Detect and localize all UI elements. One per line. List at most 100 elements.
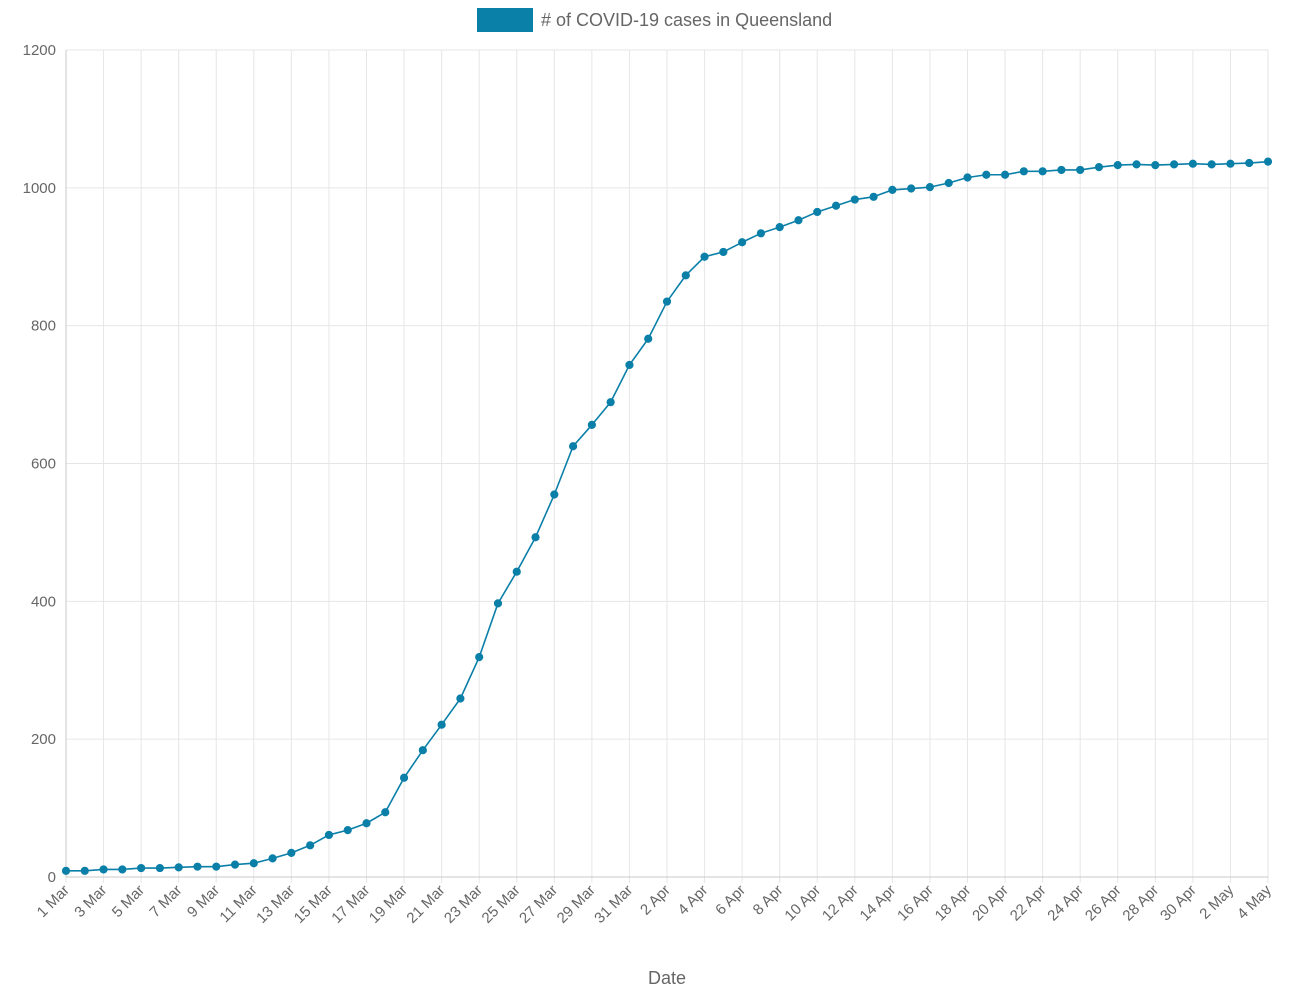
x-tick-label: 7 Mar <box>146 882 185 921</box>
data-point[interactable] <box>738 238 747 247</box>
x-tick-label: 23 Mar <box>441 882 486 927</box>
x-tick-label: 30 Apr <box>1157 882 1200 925</box>
x-tick-label: 4 Apr <box>675 882 712 919</box>
x-tick-label: 27 Mar <box>516 882 561 927</box>
data-point[interactable] <box>249 859 258 868</box>
data-point[interactable] <box>775 223 784 232</box>
data-point[interactable] <box>568 442 578 451</box>
data-point[interactable] <box>1188 159 1197 168</box>
data-point[interactable] <box>813 207 822 217</box>
data-point[interactable] <box>174 863 183 872</box>
data-point[interactable] <box>869 192 878 201</box>
data-point[interactable] <box>662 297 672 306</box>
data-point[interactable] <box>625 360 634 370</box>
x-tick-label: 17 Mar <box>328 882 373 927</box>
data-point[interactable] <box>343 826 352 835</box>
data-point[interactable] <box>1263 157 1273 166</box>
legend-swatch <box>477 8 533 32</box>
data-point[interactable] <box>1113 160 1122 170</box>
data-point[interactable] <box>1169 160 1179 169</box>
data-point[interactable] <box>418 746 427 755</box>
data-point[interactable] <box>437 720 446 729</box>
y-tick-label: 0 <box>48 869 56 886</box>
x-tick-label: 3 Mar <box>71 882 110 921</box>
data-point[interactable] <box>1038 167 1047 176</box>
x-tick-label: 25 Mar <box>479 882 524 927</box>
data-point[interactable] <box>1207 160 1216 169</box>
data-point[interactable] <box>606 398 615 407</box>
x-tick-label: 18 Apr <box>932 882 975 925</box>
x-tick-label: 20 Apr <box>969 882 1012 925</box>
y-tick-label: 200 <box>31 731 56 748</box>
x-tick-label: 22 Apr <box>1007 882 1050 925</box>
data-point[interactable] <box>99 865 108 874</box>
x-tick-label: 2 Apr <box>637 882 674 919</box>
data-point[interactable] <box>850 195 859 204</box>
data-point[interactable] <box>137 863 146 873</box>
data-point[interactable] <box>306 841 315 850</box>
data-point[interactable] <box>80 866 89 875</box>
x-tick-label: 2 May <box>1196 881 1237 922</box>
data-point[interactable] <box>324 830 334 840</box>
data-point[interactable] <box>493 599 503 608</box>
data-point[interactable] <box>944 178 953 188</box>
data-point[interactable] <box>756 229 766 238</box>
y-tick-label: 1000 <box>23 180 56 197</box>
x-tick-label: 26 Apr <box>1082 882 1125 925</box>
data-point[interactable] <box>1132 160 1141 169</box>
data-point[interactable] <box>531 533 540 542</box>
x-tick-label: 24 Apr <box>1044 882 1087 925</box>
legend-label: # of COVID-19 cases in Queensland <box>541 10 832 30</box>
data-point[interactable] <box>1000 170 1010 179</box>
data-point[interactable] <box>794 216 803 225</box>
y-tick-label: 600 <box>31 456 56 473</box>
data-point[interactable] <box>888 185 897 195</box>
data-point[interactable] <box>268 854 277 863</box>
x-tick-label: 4 May <box>1234 881 1275 922</box>
x-axis-title: Date <box>648 968 686 988</box>
data-point[interactable] <box>907 184 916 193</box>
x-tick-label: 1 Mar <box>34 882 73 921</box>
y-tick-labels: 0 200 400 600 800 1000 1200 <box>23 42 56 886</box>
data-point[interactable] <box>700 252 709 261</box>
data-point[interactable] <box>550 490 559 499</box>
data-point[interactable] <box>587 420 596 430</box>
data-point[interactable] <box>230 860 240 869</box>
x-tick-label: 28 Apr <box>1119 882 1162 925</box>
data-point[interactable] <box>925 183 935 192</box>
x-tick-label: 15 Mar <box>291 882 336 927</box>
x-tick-label: 13 Mar <box>253 882 298 927</box>
x-tick-label: 11 Mar <box>216 882 260 926</box>
data-point[interactable] <box>61 866 71 875</box>
data-point[interactable] <box>155 863 165 873</box>
data-point[interactable] <box>287 848 296 857</box>
data-point[interactable] <box>982 170 991 179</box>
data-point[interactable] <box>381 808 390 817</box>
data-point[interactable] <box>831 201 841 210</box>
data-point[interactable] <box>193 862 202 871</box>
data-point[interactable] <box>1019 167 1028 176</box>
data-point[interactable] <box>512 567 521 576</box>
data-point[interactable] <box>456 694 465 703</box>
data-point[interactable] <box>362 819 371 828</box>
x-tick-label: 19 Mar <box>366 882 411 927</box>
data-point[interactable] <box>1057 165 1066 175</box>
x-tick-label: 16 Apr <box>894 882 937 925</box>
data-point[interactable] <box>1245 158 1254 168</box>
data-point[interactable] <box>681 271 690 280</box>
data-point[interactable] <box>212 862 221 871</box>
y-tick-label: 1200 <box>23 42 56 59</box>
data-point[interactable] <box>1076 165 1085 175</box>
data-point[interactable] <box>963 173 972 182</box>
data-point[interactable] <box>1094 163 1104 172</box>
data-point[interactable] <box>1151 160 1160 170</box>
data-point[interactable] <box>475 653 484 662</box>
data-point[interactable] <box>644 334 653 343</box>
data-point[interactable] <box>399 773 409 782</box>
data-point[interactable] <box>719 247 728 257</box>
data-point[interactable] <box>1226 159 1235 168</box>
data-point[interactable] <box>118 865 127 874</box>
